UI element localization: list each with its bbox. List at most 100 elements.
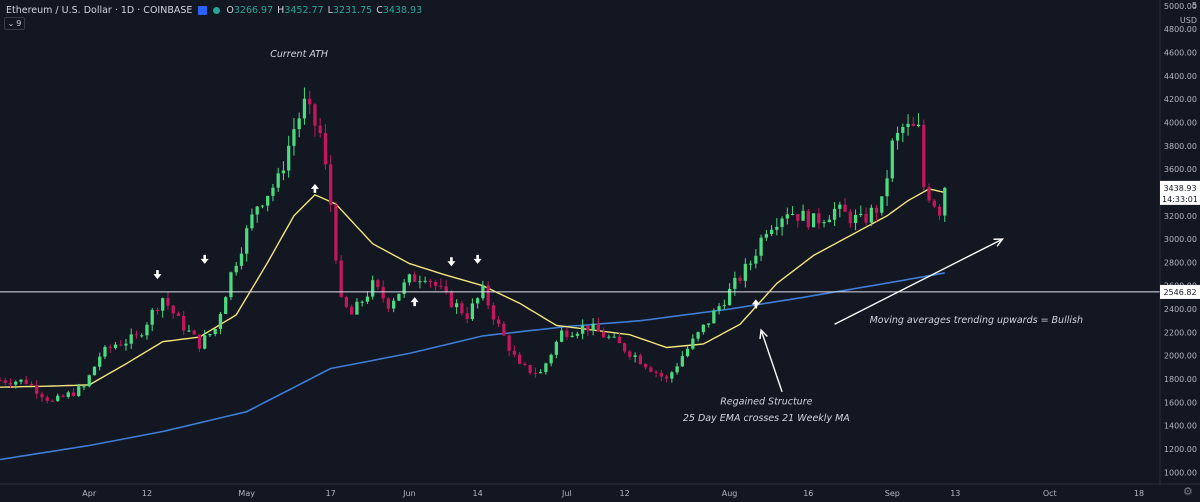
trend-arrow — [760, 329, 783, 393]
candle-body — [166, 298, 170, 306]
arrow-up-icon — [410, 297, 419, 307]
candle-body — [764, 234, 768, 238]
x-tick-label: May — [238, 489, 255, 498]
candle-body — [255, 206, 259, 215]
candle-body — [817, 213, 821, 224]
candle-body — [318, 125, 322, 133]
y-tick-label: 1600.00 — [1164, 398, 1197, 407]
candle-body — [155, 309, 160, 311]
candle-body — [701, 324, 705, 333]
candle-body — [874, 207, 879, 213]
symbol-title[interactable]: Ethereum / U.S. Dollar · 1D · COINBASE — [6, 4, 193, 16]
candle-body — [885, 178, 889, 197]
candle-body — [549, 354, 553, 364]
arrow-up-icon — [310, 183, 319, 193]
candle-body — [176, 313, 181, 316]
flag-icon[interactable] — [198, 5, 208, 15]
annotation-text: 25 Day EMA crosses 21 Weekly MA — [683, 413, 850, 424]
candle-body — [801, 210, 805, 221]
candle-body — [722, 305, 726, 307]
candle-body — [932, 200, 936, 207]
candle-body — [460, 303, 464, 314]
candle-body — [712, 310, 716, 324]
candle-body — [397, 293, 401, 301]
ohlc-open: O3266.97 — [226, 4, 274, 16]
candle-body — [486, 285, 490, 306]
indicators-toggle[interactable]: ⌄ 9 — [4, 17, 25, 30]
candle-body — [675, 366, 679, 373]
candle-body — [580, 325, 585, 334]
candle-body — [528, 364, 532, 373]
candle-body — [691, 338, 695, 349]
candle-body — [518, 354, 522, 364]
candle-body — [827, 219, 831, 223]
candle-body — [685, 348, 690, 357]
candle-body — [418, 281, 422, 283]
candle-body — [77, 386, 81, 396]
gear-icon[interactable]: ⚙ — [1183, 485, 1193, 498]
candle-body — [476, 298, 480, 304]
candle-body — [664, 376, 669, 379]
candle-body — [129, 334, 133, 344]
candle-body — [297, 118, 301, 130]
candle-body — [182, 315, 186, 331]
candle-body — [0, 380, 2, 382]
candle-body — [759, 237, 763, 256]
candle-body — [218, 313, 223, 330]
candle-body — [906, 123, 910, 128]
annotation-text: Regained Structure — [720, 397, 812, 408]
symbol-header: Ethereum / U.S. Dollar · 1D · COINBASE O… — [6, 3, 426, 17]
candle-body — [187, 330, 191, 332]
ma21w-line — [0, 272, 945, 461]
candle-body — [748, 263, 753, 265]
candle-body — [822, 222, 826, 224]
price-axis — [1160, 0, 1200, 502]
candle-body — [533, 372, 538, 374]
candle-body — [649, 367, 653, 372]
candle-body — [208, 334, 212, 336]
candle-body — [428, 280, 433, 283]
candle-body — [329, 164, 333, 206]
candle-body — [192, 330, 196, 335]
annotations: Current ATH Regained Structure 25 Day EMA … — [153, 49, 1083, 424]
candle-body — [407, 274, 412, 283]
candle-body — [670, 372, 674, 379]
level-price-label: 2546.82 — [1163, 288, 1196, 297]
candle-body — [434, 282, 438, 286]
candle-body — [19, 379, 23, 382]
candle-body — [371, 280, 375, 297]
candle-body — [654, 371, 658, 373]
candle-body — [539, 372, 543, 374]
candle-body — [323, 132, 328, 165]
candle-body — [937, 206, 942, 216]
candle-body — [239, 253, 244, 266]
candle-body — [916, 124, 921, 126]
candle-body — [738, 277, 742, 281]
candle-body — [832, 208, 837, 220]
candle-body — [140, 335, 144, 337]
candle-body — [717, 306, 721, 311]
candle-body — [696, 332, 700, 339]
candle-body — [229, 272, 233, 298]
x-tick-label: Aug — [722, 489, 738, 498]
candle-body — [911, 123, 915, 126]
candle-body — [843, 204, 847, 212]
candle-body — [245, 228, 249, 254]
candle-body — [890, 140, 894, 179]
chevron-down-icon: ⌄ — [7, 19, 15, 28]
candle-body — [14, 381, 18, 385]
candle-body — [66, 392, 70, 397]
candle-body — [497, 319, 501, 324]
candle-body — [8, 382, 13, 385]
candle-body — [103, 346, 107, 357]
ohlc-high: H3452.77 — [277, 4, 324, 16]
candle-body — [92, 366, 97, 376]
candle-body — [444, 286, 448, 292]
candle-body — [376, 280, 380, 288]
candle-body — [601, 331, 606, 338]
x-tick-label: 13 — [950, 489, 960, 498]
arrow-down-icon — [153, 270, 162, 280]
candle-body — [61, 395, 65, 397]
